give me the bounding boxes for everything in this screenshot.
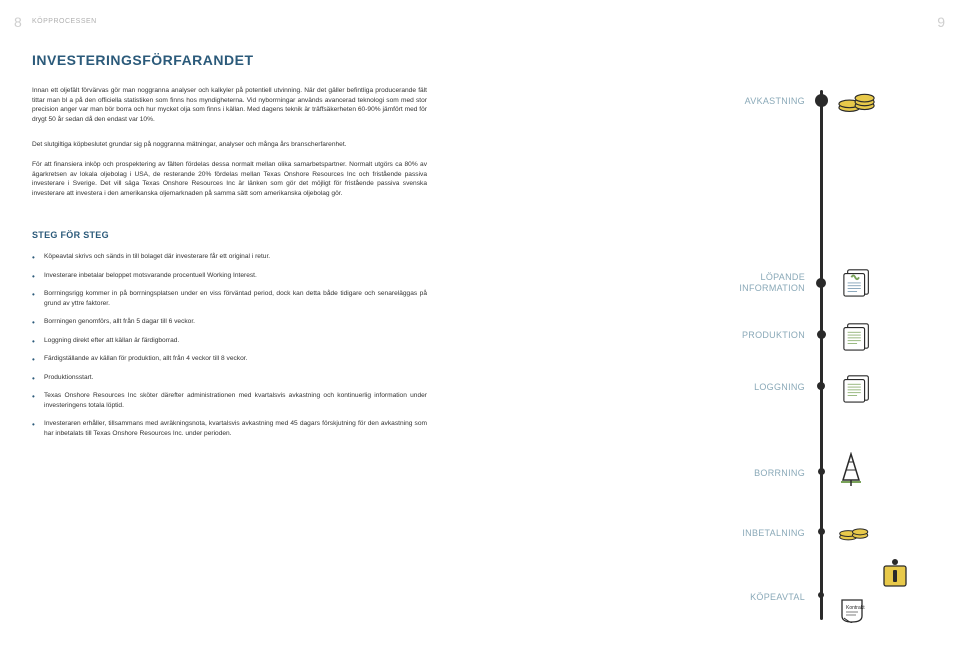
timeline-dot [816, 278, 826, 288]
list-item: Borrningen genomförs, allt från 5 dagar … [32, 317, 427, 327]
timeline-label-lopande: LÖPANDE INFORMATION [680, 272, 805, 294]
timeline-dot [817, 382, 825, 390]
timeline-label-loggning: LOGGNING [680, 382, 805, 393]
list-item: Produktionsstart. [32, 373, 427, 383]
header-section-label: KÖPPROCESSEN [32, 18, 97, 25]
intro-paragraph-1: Innan ett oljefält förvärvas gör man nog… [32, 86, 427, 124]
timeline-dot [817, 330, 826, 339]
list-item: Investeraren erhåller, tillsammans med a… [32, 419, 427, 438]
timeline-dot [818, 468, 825, 475]
intro-paragraph-3: För att finansiera inköp och prospekteri… [32, 160, 427, 198]
process-timeline: AVKASTNING LÖPANDE INFORMATION PRODUKTIO… [680, 80, 940, 640]
list-item: Borrningsrigg kommer in på borrningsplat… [32, 289, 427, 308]
coins-icon [838, 518, 872, 549]
timeline-axis [820, 90, 823, 620]
svg-text:Kontrakt: Kontrakt [846, 605, 865, 611]
timeline-label-inbetalning: INBETALNING [680, 528, 805, 539]
list-item: Köpeavtal skrivs och sänds in till bolag… [32, 252, 427, 262]
page-number-left: 8 [14, 14, 22, 30]
documents-icon [838, 372, 878, 409]
list-item: Texas Onshore Resources Inc sköter däref… [32, 391, 427, 410]
list-item: Investerare inbetalar beloppet motsvaran… [32, 271, 427, 281]
list-item: Loggning direkt efter att källan är färd… [32, 336, 427, 346]
documents-icon [838, 266, 878, 303]
timeline-label-avkastning: AVKASTNING [680, 96, 805, 107]
page-title: INVESTERINGSFÖRFARANDET [32, 52, 254, 68]
documents-icon [838, 320, 878, 357]
intro-paragraph-2: Det slutgiltiga köpbeslutet grundar sig … [32, 140, 427, 150]
timeline-dot [815, 94, 828, 107]
page-number-right: 9 [937, 14, 945, 30]
info-icon [880, 556, 910, 595]
timeline-dot [818, 592, 824, 598]
contract-icon: Kontrakt [838, 596, 870, 631]
list-item: Färdigställande av källan för produktion… [32, 354, 427, 364]
timeline-label-produktion: PRODUKTION [680, 330, 805, 341]
timeline-label-kopeavtal: KÖPEAVTAL [680, 592, 805, 603]
drill-icon [838, 452, 864, 493]
steps-heading: STEG FÖR STEG [32, 230, 109, 240]
steps-list: Köpeavtal skrivs och sänds in till bolag… [32, 252, 427, 448]
coins-icon [838, 86, 876, 121]
timeline-label-borrning: BORRNING [680, 468, 805, 479]
timeline-dot [818, 528, 825, 535]
